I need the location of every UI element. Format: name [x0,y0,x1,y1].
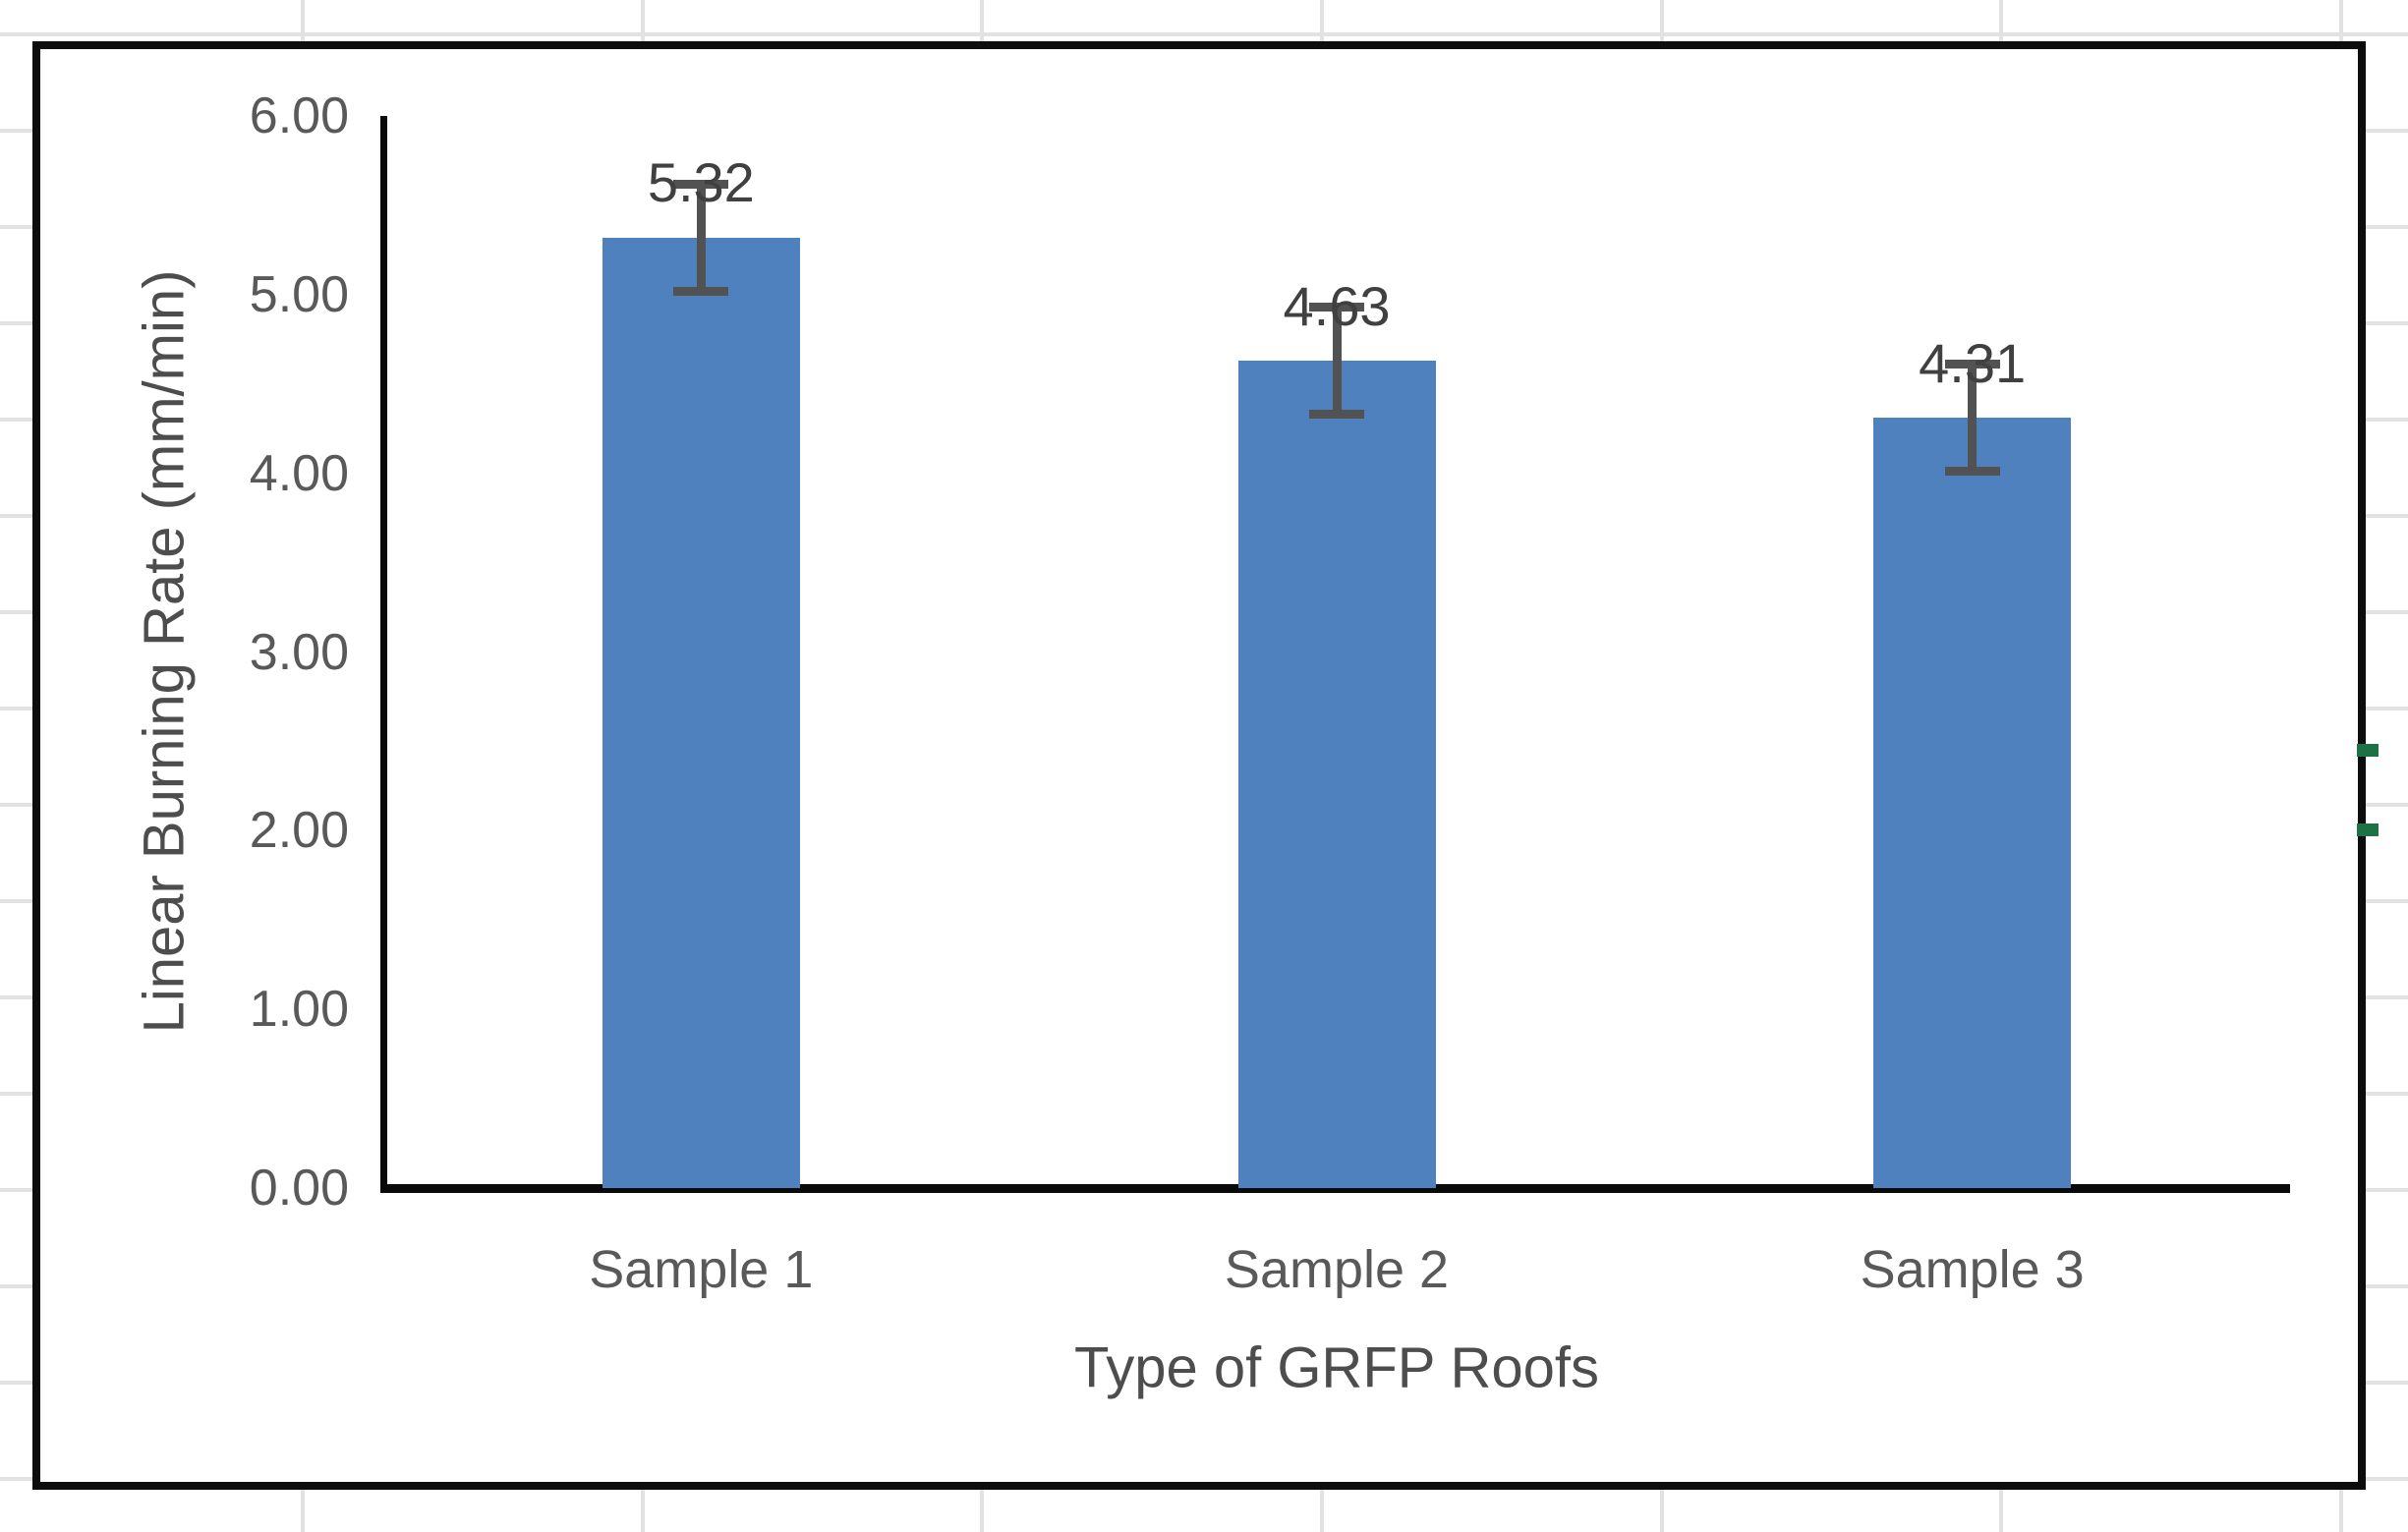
error-bar-line [696,184,706,292]
y-tick-label: 5.00 [249,265,349,323]
green-cell-marker [2357,823,2379,836]
error-bar-cap-bottom [673,286,729,296]
x-axis-title: Type of GRFP Roofs [1073,1335,1600,1400]
error-bar-cap-top [1944,360,2000,369]
bar[interactable] [602,237,800,1188]
y-tick-label: 2.00 [249,802,349,860]
spreadsheet-gridline [0,32,2408,36]
data-label: 4.63 [1283,274,1391,337]
data-label: 4.31 [1919,331,2027,394]
x-axis-line [379,1183,2290,1193]
y-tick-label: 6.00 [249,87,349,144]
green-cell-marker [2357,744,2379,757]
error-bar-cap-top [673,179,729,189]
y-tick-label: 3.00 [249,623,349,681]
x-category-label: Sample 3 [1860,1240,2085,1299]
error-bar-cap-bottom [1944,467,2000,477]
y-tick-label: 1.00 [249,981,349,1039]
y-tick-label: 4.00 [249,444,349,502]
error-bar-line [1968,364,1978,472]
data-label: 5.32 [647,151,755,214]
y-tick-label: 0.00 [249,1160,349,1217]
x-category-label: Sample 1 [589,1240,814,1299]
x-category-label: Sample 2 [1224,1240,1450,1299]
error-bar-cap-bottom [1309,410,1364,420]
error-bar-cap-top [1309,303,1364,312]
bar[interactable] [1873,418,2072,1188]
y-axis-line [379,116,387,1193]
error-bar-line [1332,307,1342,415]
bar[interactable] [1237,361,1436,1188]
y-axis-title: Linear Burning Rate (mm/min) [132,269,197,1034]
